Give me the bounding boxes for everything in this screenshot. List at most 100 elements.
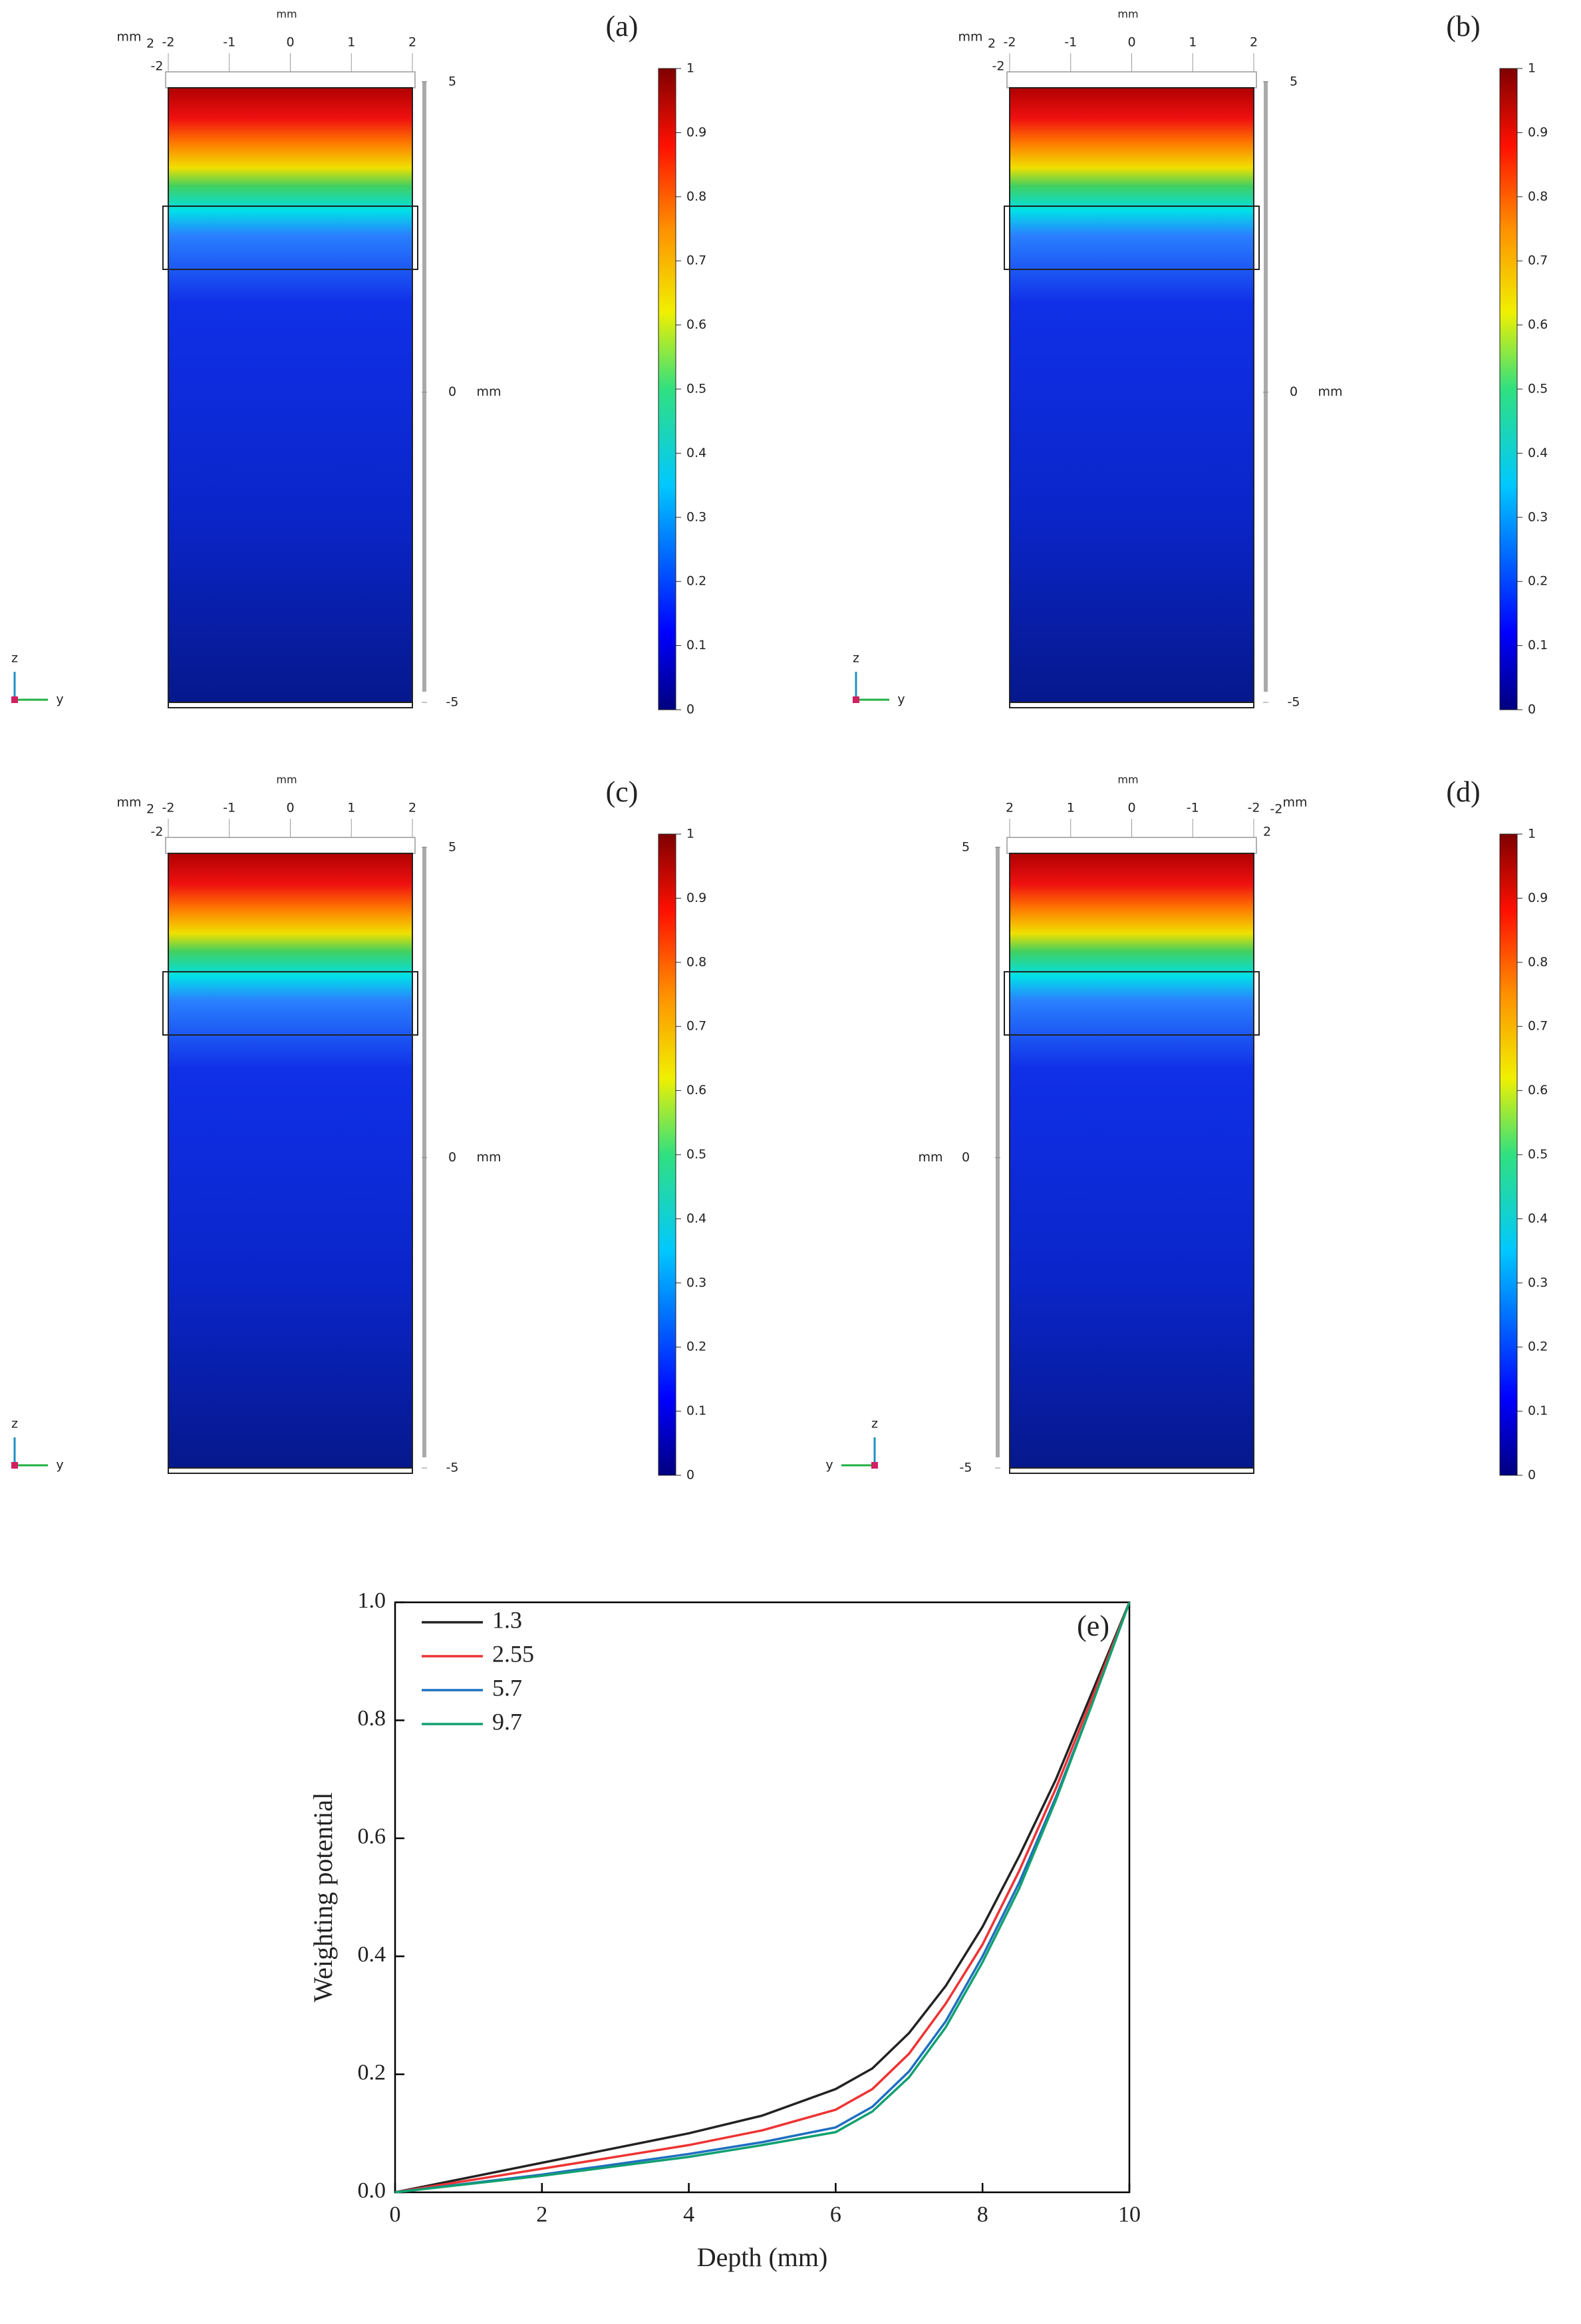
series-line	[394, 1602, 1131, 2194]
x-tick-label: 0	[286, 35, 294, 50]
x-tick-label: 0	[390, 2202, 401, 2227]
z-tick-label: 0	[1290, 384, 1298, 399]
colorbar-tick-label: 0.3	[1528, 509, 1548, 524]
legend-label: 5.7	[492, 1674, 522, 1701]
colorbar-tick-label: 0.2	[686, 574, 706, 589]
frame-bottom	[168, 1467, 413, 1474]
colorbar-tick-label: 0.1	[1528, 638, 1548, 653]
y-tick-label: 0.2	[358, 2060, 386, 2085]
colorbar-tick-label: 0.9	[1528, 125, 1548, 140]
colorbar-tick-label: 0.1	[686, 638, 706, 653]
colorbar-tick-label: 0.5	[686, 1147, 706, 1162]
panel: mm -2 -1 0 1 2 mm 2 -2 -5 0 5 mm z y 0 0.1 0.2 0.3 0.4 0.5 0.…	[853, 8, 1548, 717]
corner-tick: -2	[151, 59, 164, 74]
triad-z-label: z	[11, 1417, 18, 1431]
z-tick-label: -5	[446, 695, 459, 710]
y-axis-label: Weighting potential	[308, 1793, 338, 2003]
panel: mm -2 -1 0 1 2 mm 2 -2 -5 0 5 mm z y 0 0.1 0.2 0.3 0.4 0.5 0.…	[11, 8, 706, 717]
colorbar-tick-label: 0.4	[686, 1211, 706, 1226]
x-tick-label: 1	[347, 35, 355, 50]
colorbar-tick-label: 0	[686, 1468, 694, 1483]
colorbar-tick-label: 1	[686, 61, 694, 76]
x-tick-label: 0	[286, 801, 294, 815]
colorbar-tick-label: 0.8	[1528, 954, 1548, 969]
x-tick-label: -2	[1004, 35, 1016, 50]
y-tick-label: 0.8	[358, 1706, 386, 1731]
triad-y-label: y	[56, 1458, 63, 1473]
field-box	[168, 87, 413, 703]
y-tick-label: 0.0	[358, 2178, 386, 2203]
triad-y-label: y	[825, 1458, 833, 1473]
colorbar-tick-label: 0.6	[1528, 317, 1548, 332]
z-unit: mm	[476, 384, 501, 399]
corner-tick: -2	[992, 59, 1005, 74]
colorbar-tick-label: 0.3	[1528, 1275, 1548, 1290]
z-tick-label: -5	[446, 1461, 459, 1475]
colorbar-tick-label: 0.8	[686, 189, 706, 204]
colorbar-tick-label: 0.4	[1528, 1211, 1548, 1226]
colorbar-tick-label: 0.1	[686, 1403, 706, 1418]
x-unit: mm	[1117, 774, 1138, 786]
triad-origin	[853, 696, 859, 703]
triad-origin	[11, 1462, 18, 1469]
panel-label: (a)	[606, 10, 639, 43]
colorbar-tick-label: 0.9	[686, 891, 706, 905]
panel: mm -2 -1 0 1 2 mm 2 -2 -5 0 5 mm z y 0 0.1 0.2 0.3 0.4 0.5 0.…	[11, 774, 706, 1483]
colorbar-tick-label: 0.8	[1528, 189, 1548, 204]
field-box	[168, 853, 413, 1469]
corner-unit: mm	[116, 30, 141, 45]
electrode-box	[1004, 206, 1260, 270]
legend-label: 9.7	[492, 1708, 522, 1735]
colorbar-tick-label: 0	[1528, 1468, 1536, 1483]
series-line	[394, 1602, 1131, 2194]
colorbar-tick-label: 1	[1528, 827, 1536, 841]
x-tick-label: 2	[1006, 801, 1014, 815]
colorbar-tick-label: 0.4	[686, 446, 706, 460]
z-tick-label: 0	[962, 1150, 970, 1165]
x-tick-label: 6	[830, 2202, 841, 2227]
panel-label: (d)	[1446, 776, 1480, 808]
colorbar-tick-label: 0.2	[1528, 1340, 1548, 1354]
frame-top	[1006, 837, 1257, 854]
colorbar-tick-label: 0.4	[1528, 446, 1548, 460]
annotation: (e)	[1077, 1610, 1109, 1642]
corner-tick: 2	[146, 802, 154, 817]
colorbar-tick-label: 0.5	[1528, 382, 1548, 396]
colorbar-tick-label: 0	[686, 702, 694, 717]
frame-top	[165, 71, 416, 88]
colorbar-tick-label: 1	[1528, 61, 1536, 76]
colorbar-tick-label: 0.9	[1528, 891, 1548, 905]
corner-tick: 2	[988, 37, 996, 51]
x-tick-label: 4	[683, 2202, 694, 2227]
electrode-box	[162, 971, 418, 1036]
corner-tick: -2	[1270, 802, 1283, 817]
z-unit: mm	[1318, 384, 1342, 399]
colorbar-tick-label: 0.7	[1528, 253, 1548, 268]
electrode-box	[162, 206, 418, 270]
field-box	[1009, 87, 1254, 703]
y-tick-label: 0.6	[358, 1824, 386, 1849]
x-tick-label: -2	[1248, 801, 1260, 815]
colorbar-tick-label: 0.2	[1528, 574, 1548, 589]
field-box	[1009, 853, 1254, 1469]
colorbar-tick-label: 0.2	[686, 1340, 706, 1354]
corner-tick: -2	[151, 825, 164, 839]
x-tick-label: 8	[977, 2202, 988, 2227]
z-tick-label: 0	[448, 384, 456, 399]
colorbar-tick-label: 0.6	[1528, 1083, 1548, 1097]
electrode-box	[1004, 971, 1260, 1036]
triad-origin	[871, 1462, 878, 1469]
x-tick-label: 2	[1250, 35, 1258, 50]
z-unit: mm	[918, 1150, 942, 1165]
corner-unit: mm	[958, 30, 982, 45]
colorbar-tick-label: 0.8	[686, 954, 706, 969]
colorbar-tick-label: 0.3	[686, 1275, 706, 1290]
colorbar-tick-label: 0.6	[686, 317, 706, 332]
frame-bottom	[1009, 702, 1254, 708]
x-tick-label: 0	[1127, 801, 1135, 815]
legend-label: 2.55	[492, 1640, 534, 1667]
z-unit: mm	[476, 1150, 501, 1165]
colorbar	[1499, 68, 1518, 710]
frame-bottom	[1009, 1467, 1254, 1474]
